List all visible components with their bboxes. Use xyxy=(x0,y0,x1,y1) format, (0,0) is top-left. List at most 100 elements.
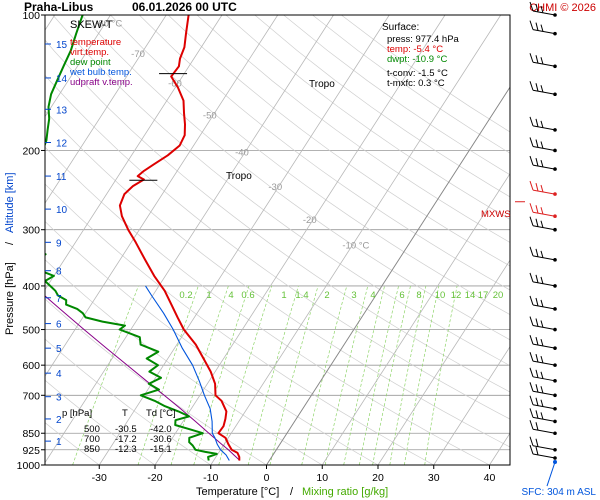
wind-barb-feather xyxy=(535,274,539,284)
wind-barb-feather xyxy=(529,382,534,392)
copyright: CHMI © 2026 xyxy=(529,2,596,14)
wind-barb-feather xyxy=(535,22,539,31)
wind-barb-feather xyxy=(535,297,539,307)
y-axis-label-altitude: Altitude [km] xyxy=(4,172,16,233)
isotherm-line xyxy=(377,259,510,465)
altitude-tick-label: 2 xyxy=(56,415,62,426)
wind-barb-feather xyxy=(535,397,539,406)
dry-adiabat xyxy=(45,146,490,465)
p-tick-label: 925 xyxy=(22,445,40,457)
wind-barb xyxy=(529,53,557,69)
mixing-ratio-label: 8 xyxy=(416,290,421,301)
mixing-ratio-line xyxy=(372,285,411,465)
altitude-tick-label: 13 xyxy=(56,105,68,116)
wind-barb-feather xyxy=(535,384,539,393)
dry-adiabat xyxy=(225,15,510,220)
wind-barb-staff xyxy=(532,89,556,95)
dry-adiabat xyxy=(45,110,510,448)
wind-barb-feather xyxy=(540,250,544,258)
wind-barb-staff xyxy=(532,445,556,451)
isotherm-line xyxy=(321,172,510,465)
wind-barb-staff xyxy=(532,61,556,67)
dry-adiabat xyxy=(45,220,379,465)
wind-barb-staff xyxy=(546,461,556,487)
altitude-tick-label: 3 xyxy=(56,393,62,404)
altitude-tick-label: 14 xyxy=(56,74,68,85)
x-tick-label: 20 xyxy=(372,472,384,484)
curve-wet-bulb-temp- xyxy=(145,285,230,461)
dry-adiabat xyxy=(45,338,211,465)
mixing-ratio-line xyxy=(247,285,299,465)
sounding-datetime: 06.01.2026 00 UTC xyxy=(132,0,237,14)
wind-barb-feather xyxy=(529,216,534,226)
legend-title: SKEW-T xyxy=(70,19,113,31)
wind-barb-feather xyxy=(535,354,539,363)
wind-barb-feather xyxy=(529,155,534,166)
x-tick-label: 10 xyxy=(316,472,328,484)
wind-barb-feather xyxy=(540,184,544,193)
table-row-700-td: -30.6 xyxy=(150,434,172,445)
altitude-tick-label: 5 xyxy=(56,344,62,355)
mixing-ratio-label: 10 xyxy=(435,290,446,301)
wind-barb-feather xyxy=(535,422,539,431)
p-tick-label: 1000 xyxy=(17,460,41,472)
wind-barb xyxy=(529,382,557,398)
p-tick-label: 500 xyxy=(22,325,40,337)
wind-barb-staff xyxy=(532,360,556,366)
mixing-ratio-label: 1 xyxy=(281,290,286,301)
wind-barb xyxy=(529,352,557,367)
mixing-ratio-label: 1 xyxy=(206,290,211,301)
wind-barb-staff xyxy=(532,211,556,217)
wind-barb xyxy=(529,272,557,288)
mixing-ratio-line xyxy=(72,285,139,465)
wind-barb-feather xyxy=(535,318,539,327)
isotherm-line xyxy=(154,15,446,465)
table-row-850-p: 850 xyxy=(84,444,100,455)
isotherm-label: -40 xyxy=(235,147,249,158)
wind-barb xyxy=(529,295,557,311)
p-tick-label: 600 xyxy=(22,360,40,372)
tropopause-label-lower: Tropo xyxy=(226,171,252,182)
isotherm-line xyxy=(45,15,167,204)
dry-adiabat xyxy=(45,74,510,420)
wind-barb xyxy=(529,395,557,411)
x-tick-label: 0 xyxy=(264,472,270,484)
p-tick-label: 850 xyxy=(22,428,40,440)
dry-adiabat xyxy=(139,15,510,291)
isotherm-line xyxy=(98,15,390,465)
wind-barb xyxy=(529,116,557,132)
isotherm-line xyxy=(45,15,111,118)
wind-barb-feather xyxy=(535,248,539,257)
dry-adiabat xyxy=(167,15,510,267)
sfc-label: SFC: 304 m ASL xyxy=(522,487,597,498)
y-axis-label-pressure: Pressure [hPa] xyxy=(4,262,16,335)
wind-barb-staff xyxy=(532,125,556,131)
wind-barb-feather xyxy=(535,205,539,214)
isotherm-label: -10 °C xyxy=(342,240,369,251)
wind-barb-feather xyxy=(529,335,534,345)
wind-barb-feather xyxy=(529,116,534,127)
wind-barb-feather xyxy=(529,352,534,362)
wind-barb-feather xyxy=(540,159,544,168)
p-tick-label: 400 xyxy=(22,281,40,293)
wind-barb xyxy=(529,335,557,350)
legend-item-wet-bulb: wet bulb temp. xyxy=(69,67,132,78)
wind-barb-feather xyxy=(535,337,539,346)
altitude-tick-label: 1 xyxy=(56,437,62,448)
wind-barb-staff xyxy=(532,390,556,396)
mixing-ratio-line xyxy=(170,285,229,465)
legend-item-virt-temp: virt.temp. xyxy=(70,47,109,58)
dry-adiabat xyxy=(45,39,510,393)
altitude-tick-label: 12 xyxy=(56,138,68,149)
isotherm-label: -50 xyxy=(203,111,217,122)
isotherm-label: -30 xyxy=(268,182,282,193)
wind-barb-staff xyxy=(532,29,556,35)
dry-adiabat xyxy=(45,183,434,465)
mixing-ratio-line xyxy=(269,285,319,465)
curve-temperature xyxy=(118,15,241,461)
wind-barb-feather xyxy=(535,83,539,92)
isotherm-line xyxy=(433,345,510,465)
mixing-ratio-label: 14 xyxy=(465,290,476,301)
altitude-tick-label: 7 xyxy=(56,294,62,305)
table-header-p: p [hPa] xyxy=(62,408,92,419)
